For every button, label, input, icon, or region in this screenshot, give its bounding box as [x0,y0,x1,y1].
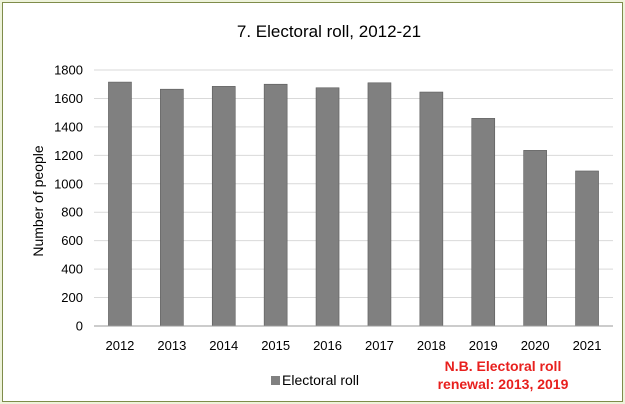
bar-2012 [108,81,132,327]
bar-2017 [367,82,392,327]
y-tick-label: 1800 [54,63,83,78]
x-tick-label: 2013 [157,338,186,353]
y-tick-label: 1600 [54,91,83,106]
legend-swatch [271,376,280,385]
x-tick-label: 2012 [105,338,134,353]
y-tick-label: 800 [61,205,83,220]
y-tick-label: 200 [61,290,83,305]
x-tick-label: 2020 [521,338,550,353]
bar-2015 [263,83,288,327]
renewal-note-line1: N.B. Electoral roll [445,358,562,374]
x-tick-label: 2018 [417,338,446,353]
bar-2014 [211,86,236,327]
y-tick-label: 1400 [54,119,83,134]
x-tick-label: 2016 [313,338,342,353]
bar-chart: 7. Electoral roll, 2012-21 0 200 400 600 800… [30,22,613,392]
y-tick-labels: 0 200 400 600 800 1000 1200 1400 1600 1800 [54,63,83,334]
bar-2021 [575,170,599,327]
bar-2018 [419,91,444,327]
y-tick-label: 600 [61,233,83,248]
bar-2013 [160,88,184,327]
renewal-note-line2: renewal: 2013, 2019 [438,376,569,392]
bar-2019 [471,118,496,327]
x-tick-label: 2014 [209,338,238,353]
chart-title: 7. Electoral roll, 2012-21 [237,22,421,41]
x-tick-label: 2019 [469,338,498,353]
y-axis-label: Number of people [30,145,46,257]
y-tick-label: 0 [76,319,83,334]
y-tick-label: 400 [61,262,83,277]
x-tick-label: 2017 [365,338,394,353]
x-tick-labels: 2012 2013 2014 2015 2016 2017 2018 2019 2020 2021 [105,338,601,353]
x-tick-label: 2021 [573,338,602,353]
legend-label: Electoral roll [282,372,359,388]
bars [108,81,599,327]
bar-2016 [315,87,340,327]
y-tick-label: 1200 [54,148,83,163]
y-tick-label: 1000 [54,176,83,191]
bar-2020 [523,150,547,327]
x-tick-label: 2015 [261,338,290,353]
